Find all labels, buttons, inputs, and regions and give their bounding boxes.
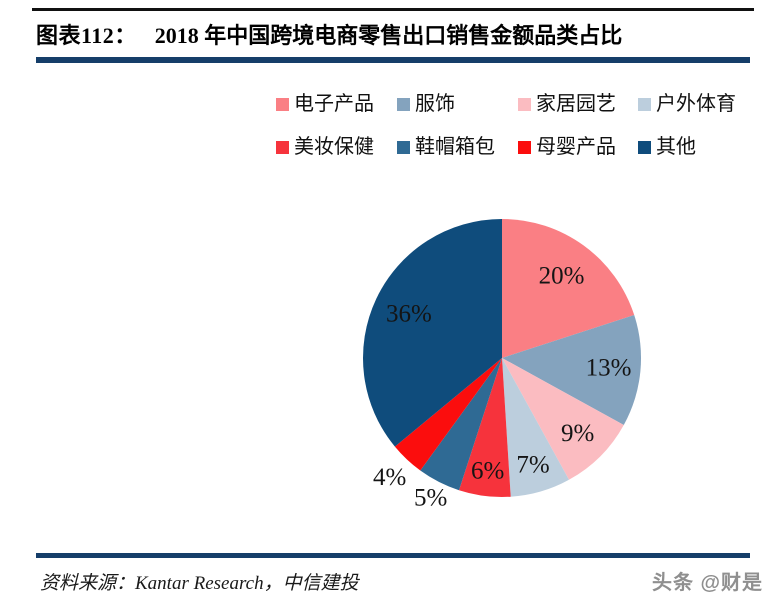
- figure-number-label: 图表112：: [36, 23, 137, 48]
- legend-label: 美妆保健: [294, 136, 374, 158]
- pie-slice-label-1: 20%: [539, 262, 585, 289]
- legend-label: 其他: [656, 136, 696, 158]
- legend-swatch-icon: [638, 140, 651, 154]
- legend-item-6: 鞋帽箱包: [397, 134, 518, 160]
- pie-slice-6: [420, 358, 502, 491]
- pie-slice-5: [459, 358, 511, 497]
- pie-slice-label-4: 7%: [516, 451, 549, 478]
- pie-slice-label-3: 9%: [561, 420, 594, 447]
- legend-swatch-icon: [276, 97, 289, 111]
- legend-item-3: 家居园艺: [518, 91, 638, 117]
- legend-swatch-icon: [276, 140, 289, 154]
- pie-slice-label-5: 6%: [471, 458, 504, 485]
- pie-slice-2: [502, 315, 642, 425]
- source-note: 资料来源：Kantar Research，中信建投: [40, 573, 359, 594]
- legend-swatch-icon: [638, 97, 651, 111]
- pie-slice-label-6: 5%: [414, 485, 447, 512]
- pie-slice-label-7: 4%: [373, 464, 406, 491]
- legend-item-4: 户外体育: [638, 91, 736, 117]
- title-underline-rule: [36, 57, 750, 63]
- pie-slice-label-8: 36%: [386, 301, 432, 328]
- figure-title-text: 2018 年中国跨境电商零售出口销售金额品类占比: [154, 23, 623, 48]
- legend-item-8: 其他: [638, 134, 736, 160]
- footer-rule: [36, 553, 750, 558]
- legend-label: 户外体育: [656, 93, 736, 115]
- legend-swatch-icon: [397, 97, 410, 111]
- legend-label: 家居园艺: [536, 93, 616, 115]
- figure-title: 图表112： 2018 年中国跨境电商零售出口销售金额品类占比: [36, 18, 766, 50]
- legend-swatch-icon: [518, 97, 531, 111]
- pie-slice-4: [502, 358, 569, 497]
- top-rule: [32, 8, 754, 11]
- legend-label: 母婴产品: [536, 136, 616, 158]
- pie-slice-7: [394, 358, 502, 471]
- pie-slice-label-2: 13%: [586, 355, 632, 382]
- legend-item-5: 美妆保健: [276, 134, 397, 160]
- pie-slice-1: [502, 218, 635, 358]
- pie-slice-3: [502, 358, 624, 480]
- pie-slice-8: [363, 219, 502, 447]
- legend-label: 服饰: [415, 93, 455, 115]
- chart-legend: 电子产品 服饰 家居园艺 户外体育美妆保健 鞋帽箱包 母婴产品 其他: [276, 91, 736, 160]
- legend-label: 电子产品: [294, 93, 374, 115]
- legend-label: 鞋帽箱包: [415, 136, 495, 158]
- legend-swatch-icon: [397, 140, 410, 154]
- legend-item-2: 服饰: [397, 91, 518, 117]
- legend-swatch-icon: [518, 140, 531, 154]
- legend-item-7: 母婴产品: [518, 134, 638, 160]
- legend-item-1: 电子产品: [276, 91, 397, 117]
- watermark-text: 头条 @财是: [652, 572, 764, 594]
